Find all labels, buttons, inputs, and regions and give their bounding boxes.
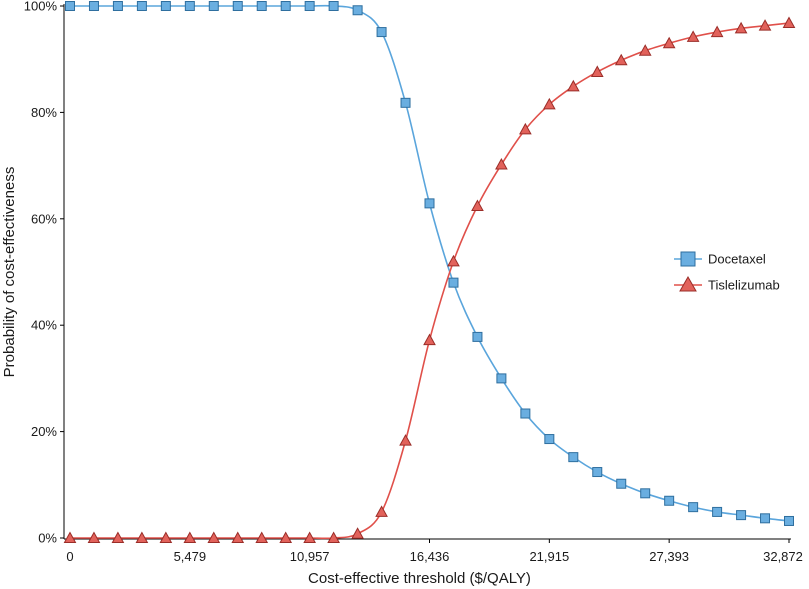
tislelizumab-point <box>255 531 269 543</box>
series-layer <box>63 1 796 543</box>
tislelizumab-point <box>495 157 508 170</box>
docetaxel-point <box>88 1 99 11</box>
tislelizumab-point <box>614 53 628 66</box>
docetaxel-point <box>664 495 675 506</box>
tislelizumab-point <box>758 19 772 31</box>
docetaxel-point <box>736 510 747 521</box>
tislelizumab-point <box>686 30 700 42</box>
docetaxel-point <box>424 198 435 209</box>
docetaxel-point <box>184 1 195 11</box>
x-tick-label: 10,957 <box>290 549 330 564</box>
y-tick-label: 20% <box>31 424 57 439</box>
legend-item-docetaxel: Docetaxel <box>674 251 766 267</box>
tislelizumab-point <box>519 122 532 135</box>
docetaxel-point <box>712 506 723 517</box>
docetaxel-point <box>616 478 627 489</box>
docetaxel-point <box>256 1 267 11</box>
tislelizumab-point <box>566 79 580 92</box>
tislelizumab-point <box>111 531 125 543</box>
docetaxel-point <box>520 408 531 419</box>
docetaxel-point <box>784 515 794 526</box>
x-tick-label: 5,479 <box>174 549 207 564</box>
docetaxel-point <box>448 277 459 288</box>
tislelizumab-point <box>63 531 77 543</box>
tislelizumab-point <box>327 531 340 543</box>
tislelizumab-series <box>63 16 796 543</box>
y-tick-label: 100% <box>24 0 58 14</box>
x-tick-label: 32,872 <box>763 549 803 564</box>
tislelizumab-point <box>710 25 724 38</box>
y-tick-label: 80% <box>31 105 57 120</box>
x-tick-label: 21,915 <box>529 549 569 564</box>
docetaxel-series <box>65 1 794 526</box>
legend-label: Tislelizumab <box>708 278 780 293</box>
x-tick-label: 16,436 <box>410 549 450 564</box>
docetaxel-point <box>544 434 555 445</box>
x-tick-label: 27,393 <box>649 549 689 564</box>
tislelizumab-line <box>70 22 790 540</box>
docetaxel-point <box>688 502 699 513</box>
docetaxel-point <box>496 373 507 384</box>
docetaxel-point <box>472 331 483 342</box>
x-axis-title: Cost-effective threshold ($/QALY) <box>308 570 531 587</box>
tislelizumab-point <box>303 531 317 543</box>
tislelizumab-point <box>782 16 796 29</box>
y-tick-label: 40% <box>31 318 57 333</box>
docetaxel-point <box>400 97 411 108</box>
tislelizumab-point <box>231 531 245 543</box>
tislelizumab-point <box>542 97 556 110</box>
y-axis-ticks: 0% 20% 40% 60% 80% 100% <box>24 0 64 546</box>
legend-item-tislelizumab: Tislelizumab <box>674 275 780 293</box>
tislelizumab-point <box>87 531 101 543</box>
tislelizumab-point <box>399 434 412 446</box>
tislelizumab-point <box>590 65 604 77</box>
docetaxel-point <box>352 5 363 16</box>
docetaxel-point <box>592 467 603 478</box>
docetaxel-point <box>640 488 651 499</box>
legend: Docetaxel Tislelizumab <box>674 251 780 293</box>
docetaxel-point <box>232 1 243 11</box>
y-tick-label: 60% <box>31 211 57 226</box>
tislelizumab-point <box>135 531 149 543</box>
docetaxel-point <box>328 1 339 11</box>
docetaxel-point <box>208 1 219 11</box>
docetaxel-point <box>280 1 291 11</box>
tislelizumab-point <box>351 527 364 539</box>
tislelizumab-point <box>183 531 197 543</box>
x-tick-label: 0 <box>66 549 73 564</box>
y-axis-title: Probability of cost-effectiveness <box>1 167 18 378</box>
tislelizumab-point <box>471 199 484 212</box>
docetaxel-point <box>568 452 579 463</box>
legend-square-marker <box>680 251 696 267</box>
docetaxel-point <box>160 1 171 11</box>
legend-triangle-marker <box>679 275 697 292</box>
axes <box>63 4 791 540</box>
legend-label: Docetaxel <box>708 252 766 267</box>
tislelizumab-point <box>662 36 676 49</box>
tislelizumab-point <box>375 505 388 517</box>
tislelizumab-point <box>734 21 748 34</box>
docetaxel-point <box>65 1 75 11</box>
docetaxel-point <box>136 1 147 11</box>
docetaxel-point <box>376 27 387 38</box>
tislelizumab-point <box>423 333 436 346</box>
tislelizumab-point <box>207 531 221 543</box>
tislelizumab-point <box>279 531 293 543</box>
docetaxel-point <box>304 1 315 11</box>
docetaxel-point <box>112 1 123 11</box>
tislelizumab-point <box>159 531 173 543</box>
x-axis-ticks: 0 5,479 10,957 16,436 21,915 27,393 32,872 <box>66 539 803 564</box>
y-tick-label: 0% <box>38 531 57 546</box>
tislelizumab-point <box>638 44 652 56</box>
tislelizumab-point <box>447 254 460 267</box>
docetaxel-point <box>760 513 771 524</box>
